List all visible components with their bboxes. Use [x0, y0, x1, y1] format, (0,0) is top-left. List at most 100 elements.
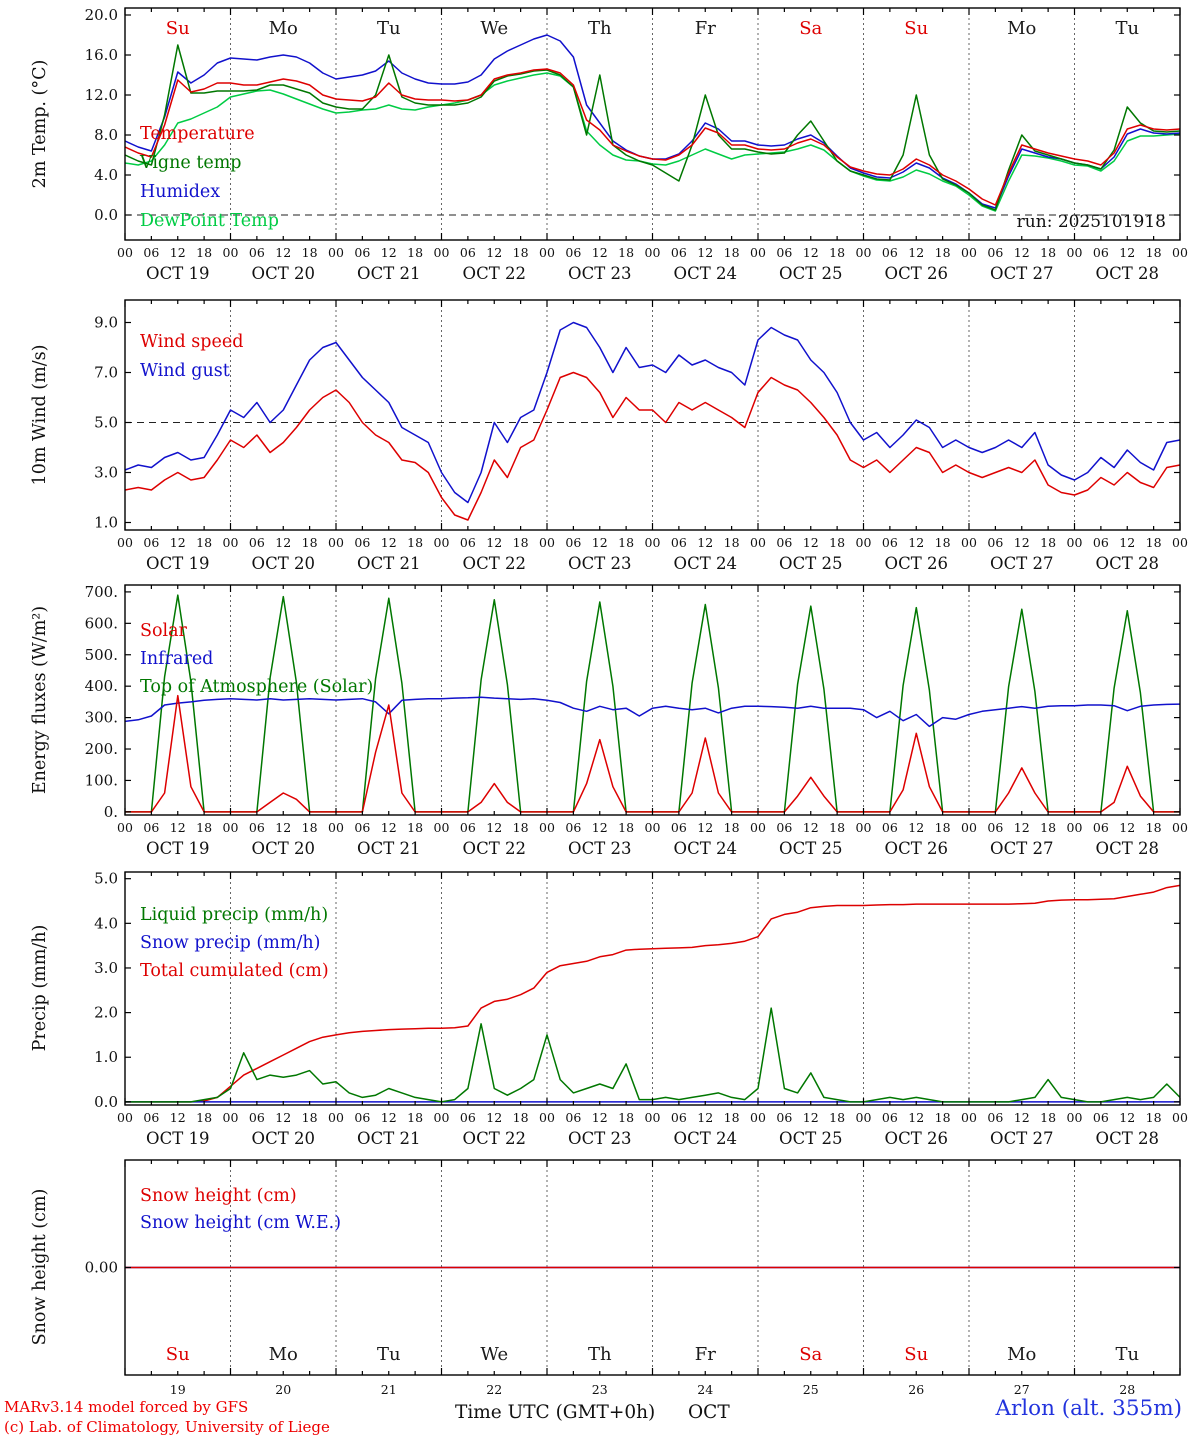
hour-tick-label: 00	[856, 1110, 872, 1125]
date-label: OCT 21	[357, 839, 420, 858]
hour-tick-label: 18	[407, 245, 423, 260]
hour-tick-label: 18	[513, 245, 529, 260]
hour-tick-label: 12	[381, 245, 397, 260]
hour-tick-label: 12	[170, 245, 186, 260]
hour-tick-label: 06	[460, 245, 476, 260]
hour-tick-label: 00	[1067, 535, 1083, 550]
footer-model-credit: MARv3.14 model forced by GFS	[4, 1398, 249, 1416]
hour-tick-label: 00	[750, 820, 766, 835]
date-label: OCT 25	[779, 1129, 842, 1148]
date-label: OCT 20	[252, 839, 315, 858]
y-axis-title-energy: Energy fluxes (W/m²)	[30, 605, 50, 795]
hour-tick-label: 12	[1014, 245, 1030, 260]
legend-snow-precip: Snow precip (mm/h)	[140, 933, 321, 953]
date-label: OCT 27	[990, 264, 1053, 283]
hour-tick-label: 18	[407, 820, 423, 835]
legend-toa-solar: Top of Atmosphere (Solar)	[140, 677, 374, 697]
legend-humidex: Humidex	[140, 182, 221, 202]
hour-tick-label: 12	[170, 820, 186, 835]
series-line	[124, 371, 1181, 521]
hour-tick-label: 18	[302, 1110, 318, 1125]
hour-tick-label: 06	[249, 1110, 265, 1125]
weekday-label-bottom: Th	[588, 1344, 612, 1365]
y-axis-title-precip: Precip (mm/h)	[30, 924, 50, 1052]
hour-tick-label: 00	[856, 245, 872, 260]
date-label: OCT 19	[146, 554, 209, 573]
hour-tick-label: 06	[882, 820, 898, 835]
hour-tick-label: 00	[645, 820, 661, 835]
series-line	[124, 34, 1181, 209]
date-label: OCT 21	[357, 264, 420, 283]
date-label: OCT 28	[1096, 1129, 1159, 1148]
legend-snow-height-we: Snow height (cm W.E.)	[140, 1213, 342, 1233]
footer-station-label: Arlon (alt. 355m)	[995, 1396, 1182, 1421]
hour-tick-label: 00	[1172, 1110, 1188, 1125]
legend-liquid-precip: Liquid precip (mm/h)	[140, 905, 329, 925]
hour-tick-label: 00	[750, 1110, 766, 1125]
weekday-label-bottom: Fr	[695, 1344, 716, 1365]
hour-tick-label: 12	[803, 245, 819, 260]
weekday-label-bottom: Tu	[1115, 1344, 1139, 1365]
legend-total-cumulated: Total cumulated (cm)	[140, 961, 329, 981]
hour-tick-label: 18	[513, 820, 529, 835]
hour-tick-label: 12	[486, 245, 502, 260]
panel-temp: 0.0 4.0 8.0 12.0 16.0 20.0 00 06 12 18 00 06 12 18 00 0…	[85, 6, 1188, 283]
hour-tick-label: 06	[143, 1110, 159, 1125]
hour-tick-label: 12	[803, 535, 819, 550]
hour-tick-label: 00	[223, 1110, 239, 1125]
hour-tick-label: 18	[618, 535, 634, 550]
legend-vigne-temp: Vigne temp	[140, 153, 242, 173]
series-line	[124, 68, 1181, 206]
hour-tick-label: 00	[856, 820, 872, 835]
hour-tick-label: 00	[434, 535, 450, 550]
hour-tick-label: 00	[961, 535, 977, 550]
hour-tick-label: 06	[354, 820, 370, 835]
hour-tick-label: 06	[671, 1110, 687, 1125]
hour-tick-label: 12	[1119, 245, 1135, 260]
hour-tick-label: 12	[697, 820, 713, 835]
weekday-label-bottom: Sa	[799, 1344, 822, 1365]
hour-tick-label: 18	[513, 535, 529, 550]
hour-tick-label: 00	[1172, 535, 1188, 550]
hour-tick-label: 06	[565, 535, 581, 550]
hour-tick-label: 18	[829, 535, 845, 550]
date-label: OCT 24	[674, 554, 737, 573]
hour-tick-label: 06	[460, 1110, 476, 1125]
hour-tick-label: 12	[592, 820, 608, 835]
weekday-label-bottom: Su	[904, 1344, 928, 1365]
hour-tick-label: 00	[434, 245, 450, 260]
hour-tick-label: 00	[117, 820, 133, 835]
date-label: OCT 23	[568, 264, 631, 283]
date-label: OCT 20	[252, 264, 315, 283]
y-tick-label: 200.	[85, 740, 118, 758]
y-tick-label: 0.0	[94, 206, 118, 224]
day-number-label: 22	[486, 1382, 502, 1397]
hour-tick-label: 18	[724, 245, 740, 260]
hour-tick-label: 06	[565, 245, 581, 260]
hour-tick-label: 00	[434, 820, 450, 835]
hour-tick-label: 18	[1040, 820, 1056, 835]
hour-tick-label: 18	[1040, 535, 1056, 550]
hour-tick-label: 12	[908, 535, 924, 550]
weekday-label-top: Su	[166, 18, 190, 39]
hour-tick-label: 18	[407, 535, 423, 550]
hour-tick-label: 12	[381, 820, 397, 835]
hour-tick-label: 12	[170, 535, 186, 550]
hour-tick-label: 06	[354, 1110, 370, 1125]
date-label: OCT 27	[990, 554, 1053, 573]
hour-tick-label: 06	[776, 535, 792, 550]
hour-tick-label: 06	[776, 820, 792, 835]
weekday-label-bottom: Mo	[1007, 1344, 1036, 1365]
y-tick-label: 20.0	[85, 6, 118, 24]
date-label: OCT 25	[779, 839, 842, 858]
y-tick-label: 3.0	[94, 959, 118, 977]
hour-tick-label: 12	[275, 245, 291, 260]
hour-tick-label: 18	[829, 245, 845, 260]
weekday-label-top: Tu	[377, 18, 401, 39]
date-label: OCT 22	[463, 1129, 526, 1148]
hour-tick-label: 00	[645, 535, 661, 550]
hour-tick-label: 12	[486, 535, 502, 550]
legend-dewpoint-temp: DewPoint Temp	[140, 211, 279, 231]
weekday-label-bottom: Tu	[377, 1344, 401, 1365]
hour-tick-label: 06	[565, 1110, 581, 1125]
